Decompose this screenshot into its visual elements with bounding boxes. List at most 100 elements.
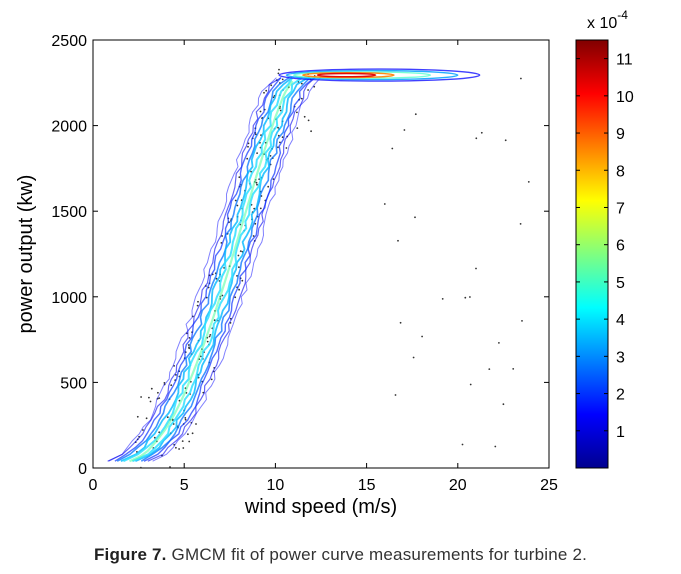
caption-lead: Figure 7. [93, 545, 167, 564]
outlier-point [441, 298, 444, 300]
measurement-point [149, 400, 152, 403]
measurement-point [181, 440, 184, 442]
outlier-point [414, 113, 417, 116]
contour-line [152, 77, 321, 462]
x-axis-label: wind speed (m/s) [244, 496, 397, 518]
x-tick-label: 25 [540, 477, 558, 494]
outlier-point [399, 321, 402, 324]
measurement-point [263, 91, 265, 94]
outlier-point [527, 181, 530, 183]
colorbar-tick-label: 6 [616, 238, 625, 255]
plateau-contour [278, 68, 481, 82]
measurement-point [281, 78, 284, 81]
measurement-point [187, 433, 189, 436]
contour-line [108, 77, 282, 462]
measurement-point [265, 89, 268, 92]
measurement-point [269, 155, 272, 157]
measurement-point [300, 97, 303, 100]
outlier-point [469, 383, 472, 386]
measurement-point [187, 344, 190, 346]
measurement-point [196, 304, 199, 307]
outlier-point [519, 223, 522, 225]
measurement-point [236, 204, 239, 207]
colorbar-multiplier-base: x 10 [587, 15, 617, 32]
measurement-point [277, 146, 279, 149]
x-tick-label: 0 [89, 477, 98, 494]
outlier-point [504, 139, 507, 142]
colorbar-tick-label: 1 [616, 424, 625, 441]
measurement-point [175, 446, 177, 449]
measurement-point [296, 127, 299, 129]
measurement-point [142, 429, 144, 431]
colorbar-tick-label: 10 [616, 89, 634, 106]
measurement-point [238, 288, 241, 291]
measurement-point [254, 222, 257, 225]
measurement-point [238, 266, 240, 269]
measurement-point [241, 279, 244, 282]
colorbar-tick-label: 7 [616, 200, 625, 217]
measurement-point [145, 417, 148, 420]
contour-bands [107, 68, 481, 463]
y-tick-label: 500 [60, 375, 87, 392]
measurement-point [296, 111, 298, 114]
contour-line [114, 77, 282, 462]
measurement-point [255, 181, 258, 184]
measurement-point [188, 440, 191, 443]
measurement-point [210, 378, 213, 381]
measurement-point [153, 436, 156, 439]
measurement-point [170, 384, 173, 387]
measurement-point [182, 447, 185, 449]
outlier-point [464, 296, 467, 299]
measurement-point [247, 145, 249, 148]
outlier-point [421, 335, 423, 338]
measurement-point [208, 335, 211, 338]
colorbar-tick-label: 9 [616, 126, 625, 143]
outlier-point [475, 137, 478, 140]
measurement-point [246, 157, 249, 160]
plot-layer [107, 68, 530, 468]
x-tick-label: 20 [449, 477, 467, 494]
measurement-point [195, 423, 197, 425]
measurement-point [300, 82, 303, 85]
measurement-point [209, 334, 212, 336]
y-tick-label: 0 [78, 461, 87, 478]
measurement-point [307, 119, 310, 122]
plateau-contour [285, 69, 459, 81]
outlier-point [383, 203, 386, 205]
outlier-point [394, 394, 397, 396]
measurement-point [279, 109, 282, 112]
measurement-point [188, 346, 190, 349]
outlier-point [461, 443, 464, 446]
outlier-point [480, 131, 483, 134]
measurement-point [197, 300, 199, 303]
contour-line [120, 76, 293, 463]
measurement-point [234, 199, 237, 202]
outlier-point [403, 129, 406, 131]
y-tick-label: 1000 [51, 290, 87, 307]
colorbar-tick-label: 11 [616, 52, 633, 69]
measurement-point [136, 415, 139, 418]
colorbar-multiplier-exponent: -4 [617, 8, 628, 22]
colorbar-ticks: 1 2 3 4 5 6 7 8 9 10 11 [576, 52, 634, 441]
plateau-contour [316, 72, 377, 78]
measurement-point [158, 397, 161, 399]
x-tick-label: 15 [358, 477, 376, 494]
measurement-point [256, 183, 258, 186]
outlier-point [521, 320, 523, 322]
colorbar [575, 39, 609, 469]
y-tick-label: 1500 [51, 204, 87, 221]
outlier-point [391, 147, 394, 150]
measurement-point [239, 250, 242, 253]
measurement-point [140, 466, 142, 468]
outlier-point [488, 368, 491, 370]
outlier-point [502, 403, 505, 406]
outlier-point [475, 267, 477, 270]
colorbar-tick-label: 5 [616, 275, 625, 292]
plateau-contour [292, 71, 432, 80]
measurement-point [206, 340, 209, 343]
measurement-point [238, 176, 241, 179]
plot-area [92, 39, 550, 469]
measurement-point [163, 382, 166, 384]
measurement-point [303, 115, 306, 118]
plateau-contour [302, 71, 395, 79]
